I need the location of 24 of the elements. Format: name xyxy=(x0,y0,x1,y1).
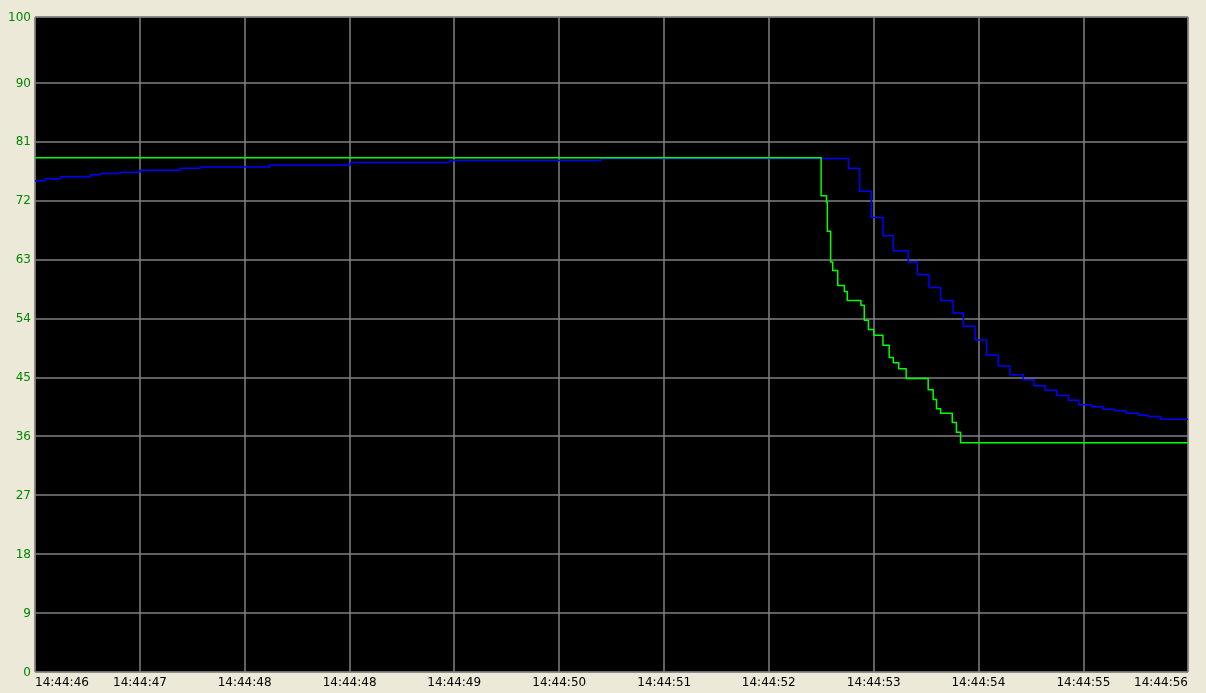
y-tick-label: 100 xyxy=(8,10,31,24)
x-tick-label: 14:44:54 xyxy=(951,675,1006,689)
x-tick-label: 14:44:47 xyxy=(113,675,167,689)
x-tick-label: 14:44:51 xyxy=(637,675,692,689)
y-tick-label: 63 xyxy=(15,252,31,267)
y-tick-label: 81 xyxy=(15,134,31,149)
x-tick-label: 14:44:48 xyxy=(217,675,272,689)
x-tick-label: 14:44:50 xyxy=(532,675,587,689)
y-tick-label: 72 xyxy=(15,193,31,208)
x-tick-label: 14:44:56 xyxy=(1134,675,1188,689)
y-tick-label: 45 xyxy=(15,370,31,385)
y-tick-label: 27 xyxy=(15,488,31,503)
x-tick-label: 14:44:46 xyxy=(35,675,89,689)
y-tick-label: 9 xyxy=(23,606,31,621)
x-tick-label: 14:44:55 xyxy=(1056,675,1111,689)
y-tick-label: 90 xyxy=(15,75,31,90)
x-tick-label: 14:44:48 xyxy=(322,675,377,689)
y-tick-label: 0 xyxy=(23,665,31,679)
x-tick-label: 14:44:52 xyxy=(741,675,796,689)
y-tick-label: 54 xyxy=(15,311,31,326)
x-tick-label: 14:44:49 xyxy=(427,675,482,689)
y-tick-label: 36 xyxy=(15,429,31,444)
y-tick-label: 18 xyxy=(15,547,31,562)
x-tick-label: 14:44:53 xyxy=(846,675,901,689)
